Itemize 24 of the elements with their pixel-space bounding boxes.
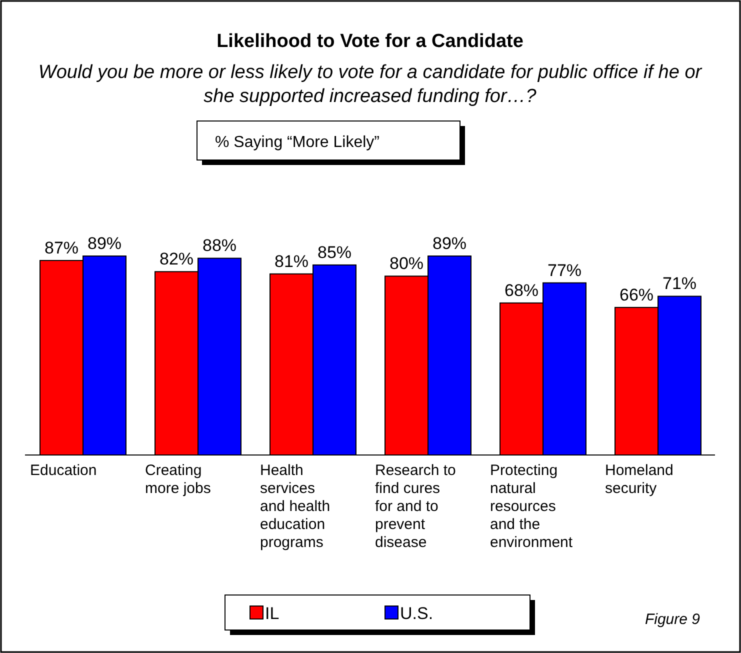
data-label: 87% <box>44 238 79 258</box>
caption: Figure 9 <box>644 611 701 628</box>
data-label: 68% <box>504 280 539 300</box>
data-label: 82% <box>159 250 194 269</box>
data-label: 89% <box>87 234 122 253</box>
x-tick-label: Health services and health education programs <box>260 462 330 551</box>
x-tick-label: Protecting natural resources and the environment <box>490 462 574 551</box>
x-tick-label: Education <box>30 462 97 479</box>
chart-title: Likelihood to Vote for a Candidate <box>216 31 524 52</box>
data-label: 80% <box>389 254 424 274</box>
text: % Saying “More Likely” <box>215 134 380 151</box>
data-label: 71% <box>662 274 697 294</box>
x-tick-label: Homeland security <box>605 462 674 497</box>
data-label: 77% <box>547 260 582 280</box>
x-tick-label: Creating more jobs <box>145 462 211 497</box>
data-label: 66% <box>619 285 654 304</box>
data-label: 89% <box>432 234 467 253</box>
legend-label: U.S. <box>400 604 434 623</box>
x-tick-label: Research to find cures for and to prevent disease <box>375 462 456 551</box>
data-label: 81% <box>274 252 309 271</box>
data-label: 85% <box>317 242 352 262</box>
chart-subtitle: Would you be more or less likely to vote for a candidate for public office if he or she supported increased funding for…? <box>38 62 702 107</box>
legend-label: IL <box>265 604 280 623</box>
data-label: 88% <box>202 236 237 256</box>
